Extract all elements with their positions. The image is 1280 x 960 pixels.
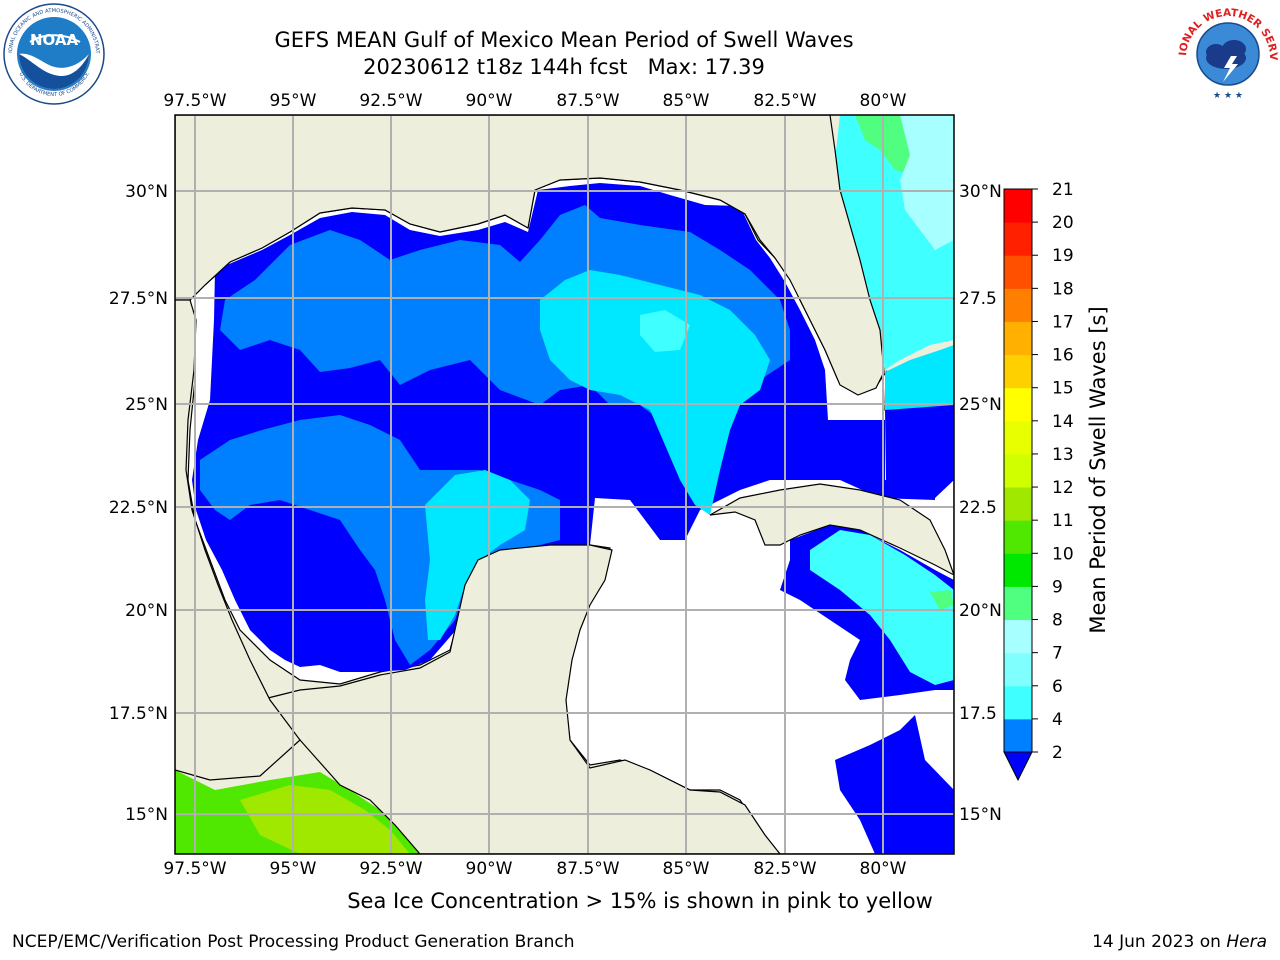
lon-label: 90°W <box>466 859 513 879</box>
colorbar-tick-label: 4 <box>1052 710 1063 730</box>
colorbar-tick-label: 11 <box>1052 511 1074 531</box>
colorbar: 2 4 6 7 8 9 10 11 12 13 14 15 16 17 18 19 20 21 <box>1003 180 1074 782</box>
lon-label: 87.5°W <box>556 91 619 111</box>
lat-label: 30°N <box>959 182 1002 202</box>
swell-field-central <box>540 270 770 515</box>
colorbar-band <box>1004 255 1032 289</box>
swell-field-atlantic-light <box>900 115 954 250</box>
colorbar-tick-label: 17 <box>1052 312 1074 332</box>
swell-field-caribbean-south <box>835 715 954 854</box>
lon-label: 82.5°W <box>753 91 816 111</box>
lat-label: 22.5 <box>959 498 997 518</box>
lon-label: 80°W <box>860 91 907 111</box>
chart-title: GEFS MEAN Gulf of Mexico Mean Period of … <box>274 28 854 52</box>
swell-field-bahamas <box>885 345 954 410</box>
lon-label: 85°W <box>663 859 710 879</box>
colorbar-tick-label: 10 <box>1052 544 1074 564</box>
colorbar-tick-label: 9 <box>1052 577 1063 597</box>
colorbar-tick-label: 15 <box>1052 379 1074 399</box>
lat-label: 25°N <box>125 395 168 415</box>
footer-date-text: 14 Jun 2023 on <box>1092 932 1227 952</box>
lat-label: 17.5°N <box>109 704 168 724</box>
colorbar-tick-label: 12 <box>1052 478 1074 498</box>
colorbar-band <box>1004 685 1032 720</box>
lat-label: 15°N <box>959 805 1002 825</box>
colorbar-tick-label: 6 <box>1052 677 1063 697</box>
colorbar-band <box>1004 387 1032 422</box>
gridlines <box>175 115 954 854</box>
nws-logo-icon: NATIONAL WEATHER SERVICE ★ ★ ★ <box>1176 2 1279 103</box>
colorbar-band <box>1004 586 1032 621</box>
footer-credit: NCEP/EMC/Verification Post Processing Pr… <box>12 932 575 952</box>
lon-label: 95°W <box>270 859 317 879</box>
lon-label: 97.5°W <box>163 91 226 111</box>
footer-host: Hera <box>1226 932 1267 952</box>
swell-field-bahamas-dark <box>885 405 954 498</box>
colorbar-tick-label: 2 <box>1052 743 1063 763</box>
lon-label: 80°W <box>860 859 907 879</box>
swell-field-caribbean-green <box>930 590 954 610</box>
colorbar-tick-label: 13 <box>1052 445 1074 465</box>
lon-label: 87.5°W <box>556 859 619 879</box>
lon-label: 97.5°W <box>163 859 226 879</box>
colorbar-band <box>1004 619 1032 654</box>
lon-label: 90°W <box>466 91 513 111</box>
lon-labels-top: 97.5°W 95°W 92.5°W 90°W 87.5°W 85°W 82.5… <box>163 91 906 111</box>
colorbar-tick-label: 18 <box>1052 279 1074 299</box>
map-area <box>175 115 954 854</box>
lat-labels-left: 30°N 27.5°N 25°N 22.5°N 20°N 17.5°N 15°N <box>109 182 168 825</box>
footer-date: 14 Jun 2023 on Hera <box>1092 932 1267 952</box>
colorbar-tick-label: 14 <box>1052 412 1074 432</box>
lat-label: 22.5°N <box>109 498 168 518</box>
lat-label: 27.5 <box>959 289 997 309</box>
colorbar-band <box>1004 718 1032 753</box>
noaa-logo-icon: NOAA NATIONAL OCEANIC AND ATMOSPHERIC AD… <box>2 2 105 105</box>
lat-label: 25°N <box>959 395 1002 415</box>
colorbar-tick-label: 8 <box>1052 611 1063 631</box>
lat-label: 27.5°N <box>109 289 168 309</box>
swell-field-pacific-2 <box>240 785 410 854</box>
lon-label: 85°W <box>663 91 710 111</box>
colorbar-band <box>1004 288 1032 322</box>
sea-ice-note: Sea Ice Concentration > 15% is shown in … <box>347 889 933 913</box>
colorbar-band <box>1004 487 1032 521</box>
colorbar-tick-label: 19 <box>1052 246 1074 266</box>
colorbar-band <box>1004 222 1032 256</box>
colorbar-band <box>1004 553 1032 587</box>
colorbar-band <box>1004 189 1032 223</box>
colorbar-label: Mean Period of Swell Waves [s] <box>1086 306 1110 634</box>
colorbar-extend-arrow <box>1003 751 1033 782</box>
colorbar-tick-label: 20 <box>1052 213 1074 233</box>
lon-label: 92.5°W <box>359 91 422 111</box>
colorbar-tick-label: 7 <box>1052 644 1063 664</box>
chart-subtitle: 20230612 t18z 144h fcst Max: 17.39 <box>363 55 765 79</box>
lat-label: 20°N <box>125 601 168 621</box>
lat-label: 30°N <box>125 182 168 202</box>
colorbar-band <box>1004 520 1032 554</box>
colorbar-band <box>1004 321 1032 356</box>
svg-text:NOAA: NOAA <box>30 31 79 49</box>
swell-field-central-2 <box>425 470 530 640</box>
lat-label: 20°N <box>959 601 1002 621</box>
colorbar-band <box>1004 354 1032 389</box>
land-florida <box>175 115 885 396</box>
lon-label: 95°W <box>270 91 317 111</box>
colorbar-frame <box>1003 188 1033 753</box>
colorbar-band <box>1004 453 1032 488</box>
colorbar-tick-label: 16 <box>1052 346 1074 366</box>
lon-labels-bottom: 97.5°W 95°W 92.5°W 90°W 87.5°W 85°W 82.5… <box>163 859 906 879</box>
colorbar-band <box>1004 652 1032 687</box>
map-frame <box>174 114 955 855</box>
lat-label: 17.5 <box>959 704 997 724</box>
colorbar-tick-label: 21 <box>1052 180 1074 200</box>
lon-label: 92.5°W <box>359 859 422 879</box>
swell-field-central-3 <box>640 310 690 352</box>
lat-labels-right: 30°N 27.5 25°N 22.5 20°N 17.5 15°N <box>959 182 1002 825</box>
svg-text:★ ★ ★: ★ ★ ★ <box>1213 91 1243 101</box>
lon-label: 82.5°W <box>753 859 816 879</box>
lat-label: 15°N <box>125 805 168 825</box>
colorbar-band <box>1004 420 1032 455</box>
